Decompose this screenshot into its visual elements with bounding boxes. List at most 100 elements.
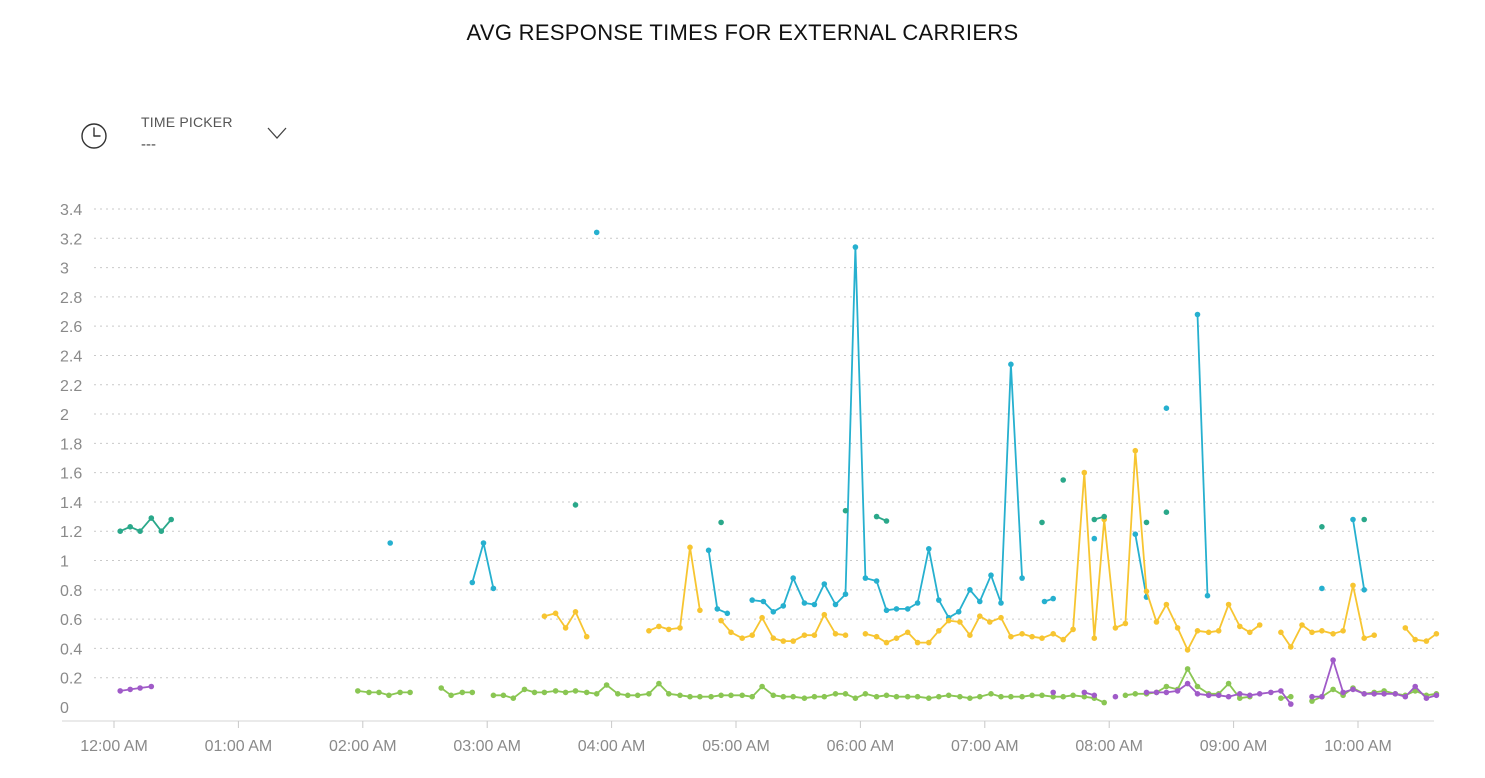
data-point[interactable]	[852, 695, 859, 701]
data-point[interactable]	[1402, 693, 1409, 700]
data-point[interactable]	[945, 617, 952, 624]
data-point[interactable]	[407, 689, 413, 696]
data-point[interactable]	[1060, 693, 1066, 700]
data-point[interactable]	[977, 598, 983, 605]
data-point[interactable]	[615, 691, 621, 697]
data-point[interactable]	[1256, 622, 1263, 628]
data-point[interactable]	[936, 693, 942, 700]
data-point[interactable]	[832, 691, 839, 697]
data-point[interactable]	[759, 614, 765, 621]
data-point[interactable]	[148, 515, 155, 521]
data-point[interactable]	[1060, 477, 1066, 483]
data-point[interactable]	[832, 631, 839, 637]
data-point[interactable]	[1039, 692, 1045, 699]
data-point[interactable]	[1112, 625, 1119, 631]
data-point[interactable]	[1184, 680, 1191, 687]
data-point[interactable]	[562, 625, 569, 631]
data-point[interactable]	[1194, 311, 1201, 318]
data-point[interactable]	[790, 575, 796, 581]
data-point[interactable]	[718, 519, 724, 526]
data-point[interactable]	[760, 598, 767, 605]
data-point[interactable]	[873, 513, 880, 520]
data-point[interactable]	[1143, 689, 1150, 696]
data-point[interactable]	[562, 689, 569, 696]
data-point[interactable]	[883, 639, 890, 646]
data-point[interactable]	[904, 693, 911, 700]
data-point[interactable]	[790, 638, 796, 644]
data-point[interactable]	[957, 693, 963, 700]
data-point[interactable]	[1029, 692, 1035, 699]
data-point[interactable]	[1050, 631, 1056, 637]
data-point[interactable]	[1237, 695, 1243, 701]
data-point[interactable]	[1361, 516, 1367, 523]
data-point[interactable]	[583, 689, 590, 696]
data-point[interactable]	[1091, 635, 1098, 641]
data-point[interactable]	[552, 610, 559, 617]
data-point[interactable]	[998, 614, 1004, 621]
data-point[interactable]	[862, 631, 869, 637]
data-point[interactable]	[1371, 632, 1377, 638]
data-point[interactable]	[842, 632, 849, 638]
data-point[interactable]	[666, 626, 672, 633]
data-point[interactable]	[862, 575, 869, 581]
data-point[interactable]	[1039, 519, 1045, 526]
data-point[interactable]	[1041, 598, 1048, 605]
data-point[interactable]	[677, 625, 683, 631]
data-point[interactable]	[1008, 693, 1014, 700]
data-point[interactable]	[873, 633, 880, 640]
data-point[interactable]	[1194, 683, 1201, 690]
data-point[interactable]	[572, 609, 579, 615]
data-point[interactable]	[1299, 622, 1305, 628]
data-point[interactable]	[438, 685, 445, 691]
data-point[interactable]	[1247, 629, 1253, 636]
data-point[interactable]	[677, 692, 683, 699]
data-point[interactable]	[1319, 524, 1325, 530]
data-point[interactable]	[1019, 693, 1025, 700]
data-point[interactable]	[1163, 509, 1170, 515]
data-point[interactable]	[541, 689, 548, 696]
data-point[interactable]	[1361, 587, 1367, 593]
data-point[interactable]	[1361, 635, 1367, 641]
time-picker-value[interactable]: ---	[141, 136, 156, 153]
data-point[interactable]	[977, 693, 983, 700]
data-point[interactable]	[945, 692, 952, 699]
data-point[interactable]	[1319, 585, 1325, 592]
data-point[interactable]	[1194, 628, 1201, 634]
data-point[interactable]	[1330, 657, 1336, 663]
data-point[interactable]	[1350, 686, 1356, 693]
data-point[interactable]	[1132, 691, 1139, 697]
data-point[interactable]	[1205, 692, 1212, 699]
data-point[interactable]	[739, 635, 745, 641]
data-point[interactable]	[936, 597, 942, 603]
data-point[interactable]	[541, 613, 548, 619]
data-point[interactable]	[1309, 693, 1315, 700]
data-point[interactable]	[1019, 631, 1025, 637]
data-point[interactable]	[842, 591, 849, 597]
data-point[interactable]	[1153, 619, 1160, 625]
data-point[interactable]	[811, 693, 818, 700]
data-point[interactable]	[387, 540, 394, 546]
data-point[interactable]	[1319, 628, 1325, 634]
data-point[interactable]	[883, 692, 890, 699]
data-point[interactable]	[904, 629, 911, 636]
data-point[interactable]	[1215, 692, 1222, 699]
data-point[interactable]	[386, 692, 392, 699]
data-point[interactable]	[718, 617, 724, 624]
data-point[interactable]	[770, 692, 777, 699]
data-point[interactable]	[583, 633, 590, 640]
data-point[interactable]	[137, 528, 143, 534]
data-point[interactable]	[1330, 631, 1336, 637]
data-point[interactable]	[1050, 693, 1056, 700]
data-point[interactable]	[936, 628, 942, 634]
data-point[interactable]	[1288, 644, 1294, 650]
data-point[interactable]	[873, 578, 880, 584]
data-point[interactable]	[988, 572, 994, 578]
data-point[interactable]	[1008, 361, 1014, 368]
data-point[interactable]	[127, 524, 133, 530]
data-point[interactable]	[1215, 628, 1222, 634]
data-point[interactable]	[603, 682, 610, 688]
data-point[interactable]	[469, 689, 476, 696]
data-point[interactable]	[1132, 447, 1139, 454]
data-point[interactable]	[728, 629, 734, 636]
data-point[interactable]	[811, 601, 818, 608]
